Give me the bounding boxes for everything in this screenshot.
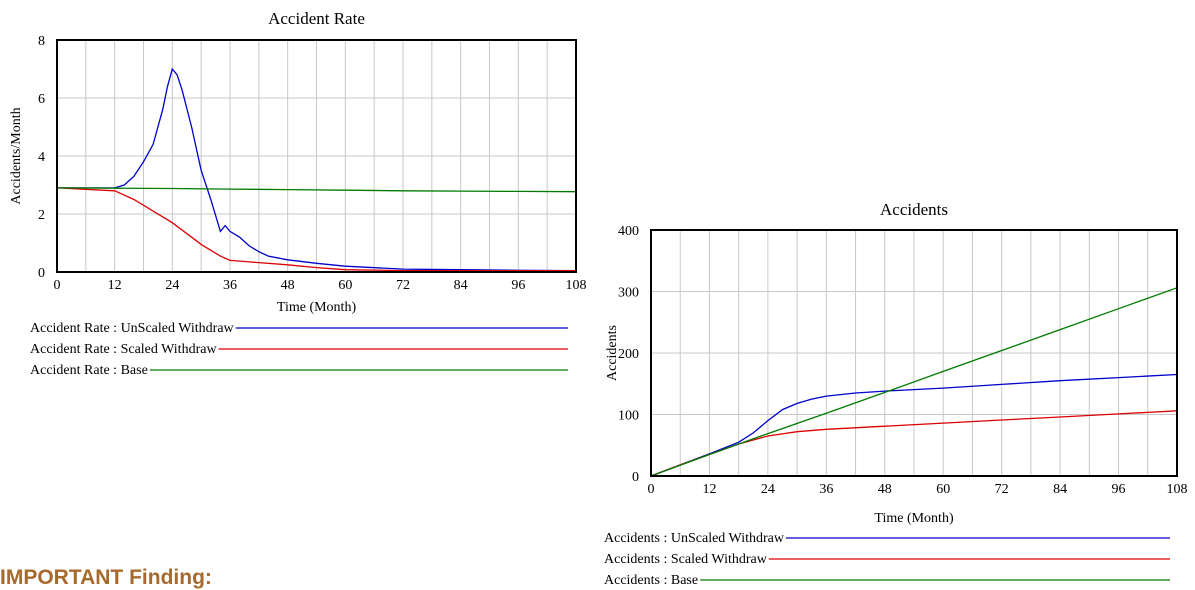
plot-frame [56, 39, 577, 273]
series-line-1 [650, 373, 1178, 477]
series-line-2 [56, 187, 576, 272]
x-tick-label: 108 [1167, 482, 1188, 497]
x-tick-label: 36 [223, 278, 237, 293]
y-tick-label: 300 [618, 286, 639, 301]
x-tick-label: 96 [1112, 482, 1126, 497]
y-tick-label: 6 [38, 92, 45, 107]
x-tick-label: 0 [648, 482, 655, 497]
y-tick-label: 0 [38, 266, 45, 281]
legend-label: Accident Rate : Scaled Withdraw [30, 342, 217, 357]
y-tick-label: 8 [38, 34, 45, 49]
series-line-3 [650, 287, 1178, 477]
legend-label: Accidents : UnScaled Withdraw [604, 531, 785, 546]
x-tick-label: 108 [566, 278, 587, 293]
legend-label: Accident Rate : Base [30, 363, 148, 378]
legend-label: Accidents : Scaled Withdraw [604, 552, 768, 567]
legend-label: Accidents : Base [604, 573, 698, 588]
y-tick-label: 0 [632, 470, 639, 485]
x-tick-label: 0 [54, 278, 61, 293]
x-tick-label: 12 [702, 482, 716, 497]
y-axis-label: Accidents [605, 325, 620, 381]
x-tick-label: 60 [936, 482, 950, 497]
x-tick-label: 48 [878, 482, 892, 497]
y-tick-label: 100 [618, 409, 639, 424]
series-line-1 [57, 67, 577, 272]
x-tick-label: 12 [108, 278, 122, 293]
legend-label: Accident Rate : UnScaled Withdraw [30, 321, 235, 336]
x-tick-label: 48 [281, 278, 295, 293]
x-tick-label: 84 [454, 278, 468, 293]
finding-heading: IMPORTANT Finding: [0, 566, 212, 589]
chart-accidents: Accidents 0 12 24 36 48 60 72 84 96 108 0 100 200 300 4… [604, 200, 1188, 588]
y-tick-label: 400 [618, 224, 639, 239]
x-axis-label: Time (Month) [277, 300, 357, 315]
y-tick-label: 2 [38, 208, 45, 223]
x-tick-label: 36 [819, 482, 833, 497]
y-tick-label: 4 [38, 150, 45, 165]
x-tick-label: 84 [1053, 482, 1067, 497]
x-tick-label: 60 [338, 278, 352, 293]
x-tick-label: 24 [165, 278, 179, 293]
x-tick-label: 24 [761, 482, 775, 497]
chart-title: Accidents [880, 200, 948, 219]
plot-frame [650, 229, 1178, 477]
chart-title: Accident Rate [268, 9, 365, 28]
x-tick-label: 72 [995, 482, 1009, 497]
x-axis-label: Time (Month) [874, 511, 954, 526]
x-tick-label: 72 [396, 278, 410, 293]
x-tick-label: 96 [511, 278, 525, 293]
y-axis-label: Accidents/Month [9, 107, 24, 204]
series-line-3 [56, 187, 577, 193]
y-tick-label: 200 [618, 347, 639, 362]
